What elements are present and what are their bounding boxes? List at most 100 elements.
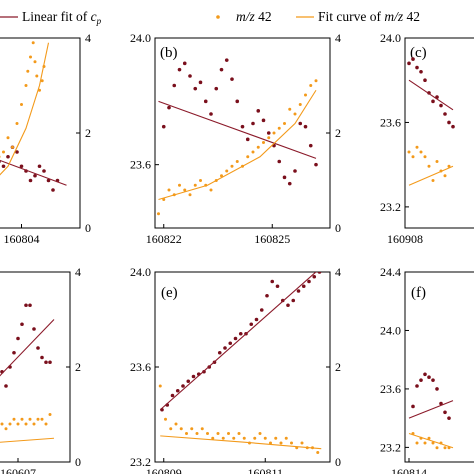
y-right-tick-label: 0 <box>75 455 81 469</box>
cp-point <box>193 86 198 91</box>
plot-area <box>158 272 322 454</box>
mz42-point <box>216 432 220 435</box>
x-tick-label: 160804 <box>4 232 40 246</box>
cp-point <box>37 164 42 169</box>
mz42-point <box>423 155 427 159</box>
mz42-point <box>411 155 415 159</box>
cp-point <box>423 78 427 83</box>
mz42-point <box>29 55 32 59</box>
x-tick-label: 160822 <box>146 232 182 246</box>
cp-point <box>19 164 24 169</box>
cp-point <box>265 293 269 298</box>
mz42-point <box>288 107 292 111</box>
mz42-point <box>11 145 14 149</box>
mz42-point <box>251 150 255 154</box>
mz42-point <box>277 126 281 130</box>
y-left-tick-label: 24.0 <box>130 265 151 279</box>
mz42-point <box>427 436 431 440</box>
cp-point <box>188 74 192 78</box>
mz42-point <box>290 441 293 445</box>
plot-area <box>407 57 455 186</box>
panel-frame <box>0 37 81 229</box>
mz42-point <box>298 103 302 106</box>
mz42-point <box>267 136 271 140</box>
cp-point <box>296 289 301 293</box>
cp-linear-fit-line <box>159 272 317 411</box>
cp-point <box>235 99 240 104</box>
mz42-point <box>253 436 257 440</box>
cp-point <box>435 387 439 391</box>
x-tick-label: 160814 <box>391 466 427 474</box>
mz42-point <box>200 427 204 431</box>
y-left-tick-label: 23.2 <box>130 455 151 469</box>
panel-frame <box>154 271 331 463</box>
y-right-tick-label: 0 <box>335 221 341 235</box>
cp-point <box>32 327 36 331</box>
mz42-point <box>407 150 411 154</box>
cp-linear-fit-line <box>408 400 454 419</box>
y-right-tick-label: 2 <box>335 126 341 140</box>
panel-frame <box>404 271 474 463</box>
cp-point <box>198 80 203 85</box>
cp-point <box>411 404 415 409</box>
cp-point <box>431 378 435 382</box>
mz42-point <box>32 422 36 426</box>
cp-point <box>20 322 24 327</box>
mz42-point <box>279 441 283 445</box>
mz42-point <box>158 384 162 388</box>
cp-point <box>282 175 287 180</box>
plot-area <box>0 41 67 192</box>
mz42-point <box>188 193 192 197</box>
panel-label: (b) <box>160 45 178 61</box>
mz42-point <box>2 150 5 154</box>
cp-point <box>214 86 219 91</box>
mz42-point <box>169 427 173 431</box>
cp-point <box>28 303 32 308</box>
mz42-point <box>220 174 223 178</box>
panel-label: (e) <box>161 285 178 301</box>
cp-point <box>261 118 266 123</box>
mz42-point <box>431 441 435 445</box>
mz42-point <box>256 145 260 149</box>
cp-point <box>223 346 227 350</box>
y-left-tick-label: 23.2 <box>380 200 401 214</box>
mz42-point <box>419 150 423 154</box>
mz42-point <box>44 422 48 426</box>
mz42-point <box>40 417 44 421</box>
cp-point <box>167 105 171 110</box>
y-right-tick-label: 4 <box>75 265 81 279</box>
cp-point <box>191 374 196 379</box>
mz42-point <box>230 164 234 168</box>
legend-item: m/z 42 <box>216 9 272 24</box>
mz42-point <box>209 188 213 192</box>
mz42-point <box>0 155 1 158</box>
mz42-point <box>246 155 250 159</box>
legend-swatch-marker <box>216 15 220 19</box>
mz42-point <box>427 164 431 168</box>
mz42-point <box>8 422 12 426</box>
y-right-tick-label: 4 <box>335 31 341 45</box>
y-left-tick-label: 23.2 <box>380 440 401 454</box>
y-right-tick-label: 2 <box>85 126 91 140</box>
cp-point <box>177 67 182 72</box>
mz42-point <box>415 441 419 445</box>
chart-panel-c: 24.0 23.6 23.2 160908 (c) <box>380 31 474 246</box>
panel-frame <box>404 37 474 229</box>
mz42-point <box>435 160 439 163</box>
mz42-point <box>0 422 4 426</box>
cp-point <box>286 303 290 308</box>
cp-point <box>270 279 275 284</box>
cp-point <box>443 410 447 415</box>
cp-point <box>238 331 243 336</box>
mz42-point <box>12 417 16 421</box>
cp-linear-fit-line <box>408 79 454 111</box>
cp-point <box>203 99 208 104</box>
mz42-point <box>272 131 276 135</box>
cp-point <box>172 83 177 88</box>
mz42-point <box>314 79 318 83</box>
cp-point <box>245 137 250 142</box>
y-left-tick-label: 24.4 <box>380 265 401 279</box>
mz42-point <box>263 436 267 440</box>
mz42-point <box>232 436 236 440</box>
